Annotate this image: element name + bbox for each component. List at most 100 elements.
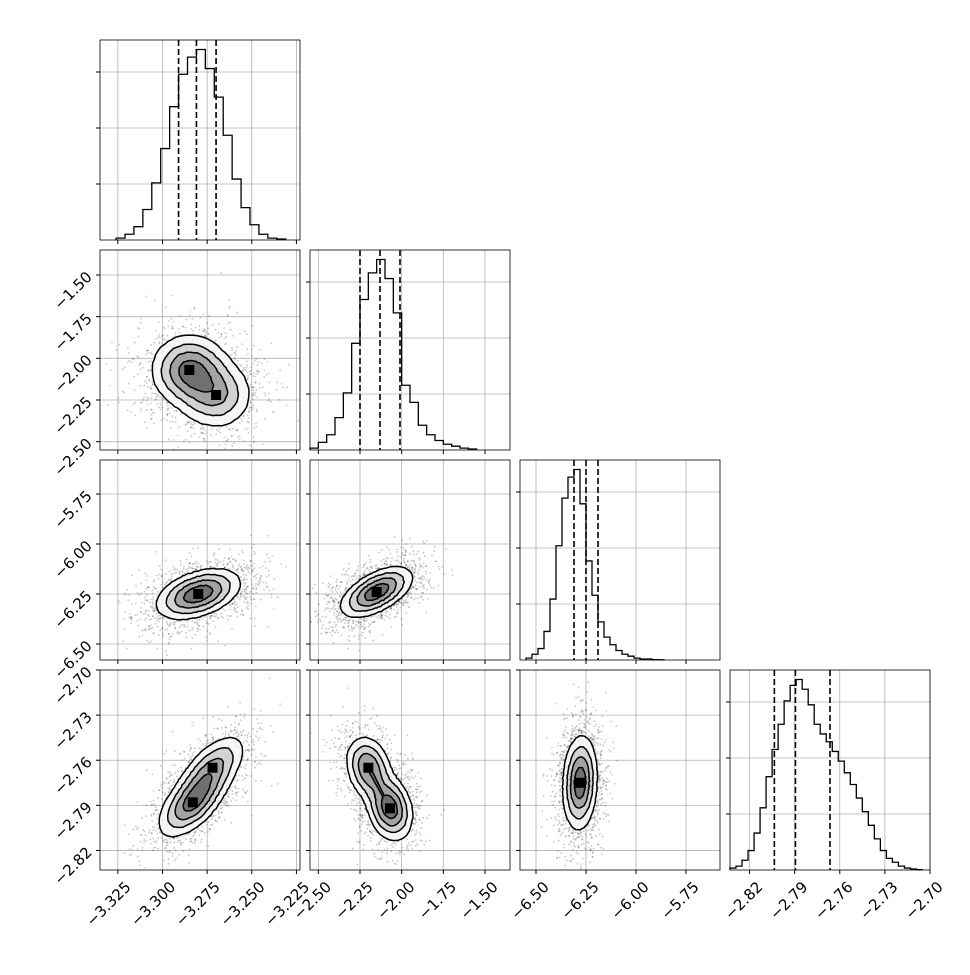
sample-point xyxy=(364,620,366,622)
sample-point xyxy=(405,599,407,601)
sample-point xyxy=(249,371,251,373)
sample-point xyxy=(255,592,257,594)
panel-1-content xyxy=(100,460,304,660)
sample-point xyxy=(318,604,320,606)
sample-point xyxy=(389,614,391,616)
sample-point xyxy=(172,633,174,635)
sample-point xyxy=(364,627,366,629)
sample-point xyxy=(181,624,183,626)
sample-point xyxy=(161,343,163,345)
sample-point xyxy=(259,567,261,569)
sample-point xyxy=(174,332,176,334)
sample-point xyxy=(138,625,140,627)
sample-point xyxy=(344,622,346,624)
sample-point xyxy=(268,373,270,375)
sample-point xyxy=(271,593,273,595)
sample-point xyxy=(355,624,357,626)
sample-point xyxy=(285,566,287,568)
sample-point xyxy=(160,404,162,406)
sample-point xyxy=(166,621,168,623)
sample-point xyxy=(215,559,217,561)
sample-point xyxy=(217,563,219,565)
sample-point xyxy=(215,626,217,628)
sample-point xyxy=(140,385,142,387)
sample-point xyxy=(406,564,408,566)
sample-point xyxy=(150,388,152,390)
sample-point xyxy=(247,605,249,607)
sample-point xyxy=(241,568,243,570)
sample-point xyxy=(405,549,407,551)
sample-point xyxy=(355,620,357,622)
sample-point xyxy=(348,575,350,577)
sample-point xyxy=(255,392,257,394)
sample-point xyxy=(420,565,422,567)
sample-point xyxy=(252,363,254,365)
sample-point xyxy=(145,588,147,590)
sample-point xyxy=(441,566,443,568)
sample-point xyxy=(190,435,192,437)
sample-point xyxy=(227,438,229,440)
sample-point xyxy=(251,409,253,411)
sample-point xyxy=(191,318,193,320)
sample-point xyxy=(401,554,403,556)
sample-point xyxy=(264,418,266,420)
sample-point xyxy=(401,624,403,626)
sample-point xyxy=(356,577,358,579)
sample-point xyxy=(259,580,261,582)
sample-point xyxy=(204,440,206,442)
sample-point xyxy=(349,640,351,642)
sample-point xyxy=(229,548,231,550)
sample-point xyxy=(234,358,236,360)
sample-point xyxy=(229,558,231,560)
sample-point xyxy=(413,572,415,574)
sample-point xyxy=(238,565,240,567)
sample-point xyxy=(357,625,359,627)
sample-point xyxy=(243,367,245,369)
sample-point xyxy=(253,427,255,429)
sample-point xyxy=(141,635,143,637)
sample-point xyxy=(152,603,154,605)
sample-point xyxy=(263,370,265,372)
sample-point xyxy=(325,628,327,630)
sample-point xyxy=(429,572,431,574)
diag-panel-3 xyxy=(726,670,930,870)
sample-point xyxy=(215,615,217,617)
sample-point xyxy=(188,566,190,568)
sample-point xyxy=(197,627,199,629)
sample-point xyxy=(194,563,196,565)
sample-point xyxy=(169,636,171,638)
sample-point xyxy=(405,554,407,556)
sample-point xyxy=(157,336,159,338)
sample-point xyxy=(152,610,154,612)
sample-point xyxy=(185,568,187,570)
sample-point xyxy=(336,579,338,581)
sample-point xyxy=(393,609,395,611)
sample-point xyxy=(256,410,258,412)
sample-point xyxy=(145,354,147,356)
sample-point xyxy=(165,306,167,308)
sample-point xyxy=(353,622,355,624)
sample-point xyxy=(273,608,275,610)
sample-point xyxy=(171,325,173,327)
sample-point xyxy=(128,616,130,618)
sample-point xyxy=(162,334,164,336)
sample-point xyxy=(391,557,393,559)
sample-point xyxy=(340,621,342,623)
sample-point xyxy=(268,570,270,572)
sample-point xyxy=(346,639,348,641)
sample-point xyxy=(143,397,145,399)
panel-1-2 xyxy=(298,460,510,662)
sample-point xyxy=(209,617,211,619)
sample-point xyxy=(187,430,189,432)
sample-point xyxy=(198,436,200,438)
sample-point xyxy=(360,621,362,623)
sample-point xyxy=(416,582,418,584)
sample-point xyxy=(161,397,163,399)
sample-point xyxy=(254,625,256,627)
diag-panel-2 xyxy=(516,460,720,660)
sample-point xyxy=(234,604,236,606)
sample-point xyxy=(264,561,266,563)
sample-point xyxy=(207,640,209,642)
sample-point xyxy=(396,551,398,553)
sample-point xyxy=(413,586,415,588)
